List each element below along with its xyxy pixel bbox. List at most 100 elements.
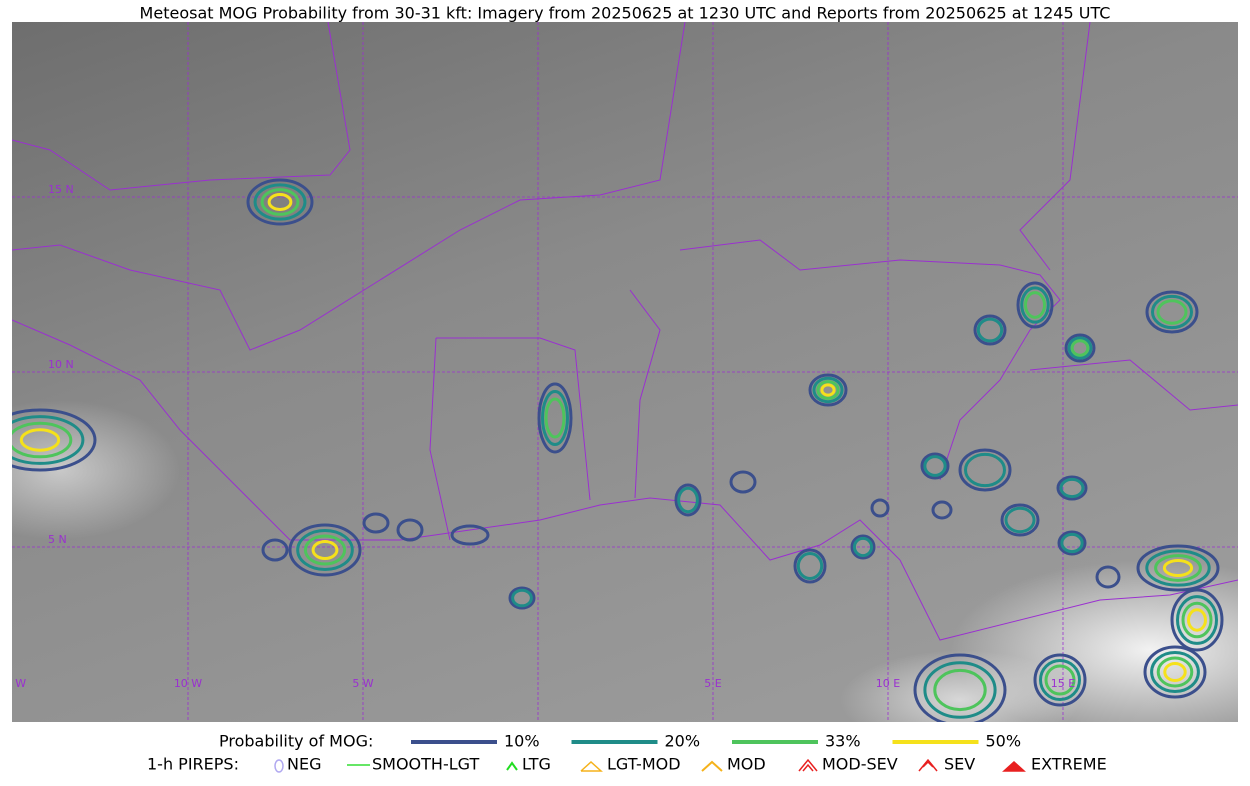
mog-contour xyxy=(1187,608,1207,632)
mog-contour xyxy=(246,178,314,226)
mog-contour xyxy=(1154,554,1202,582)
mog-contour xyxy=(1136,544,1220,592)
icon-sev xyxy=(922,760,934,768)
mog-contour xyxy=(1064,333,1096,363)
mog-contour xyxy=(12,408,97,472)
mog-contour xyxy=(544,397,566,439)
lon-label: 10 E xyxy=(876,677,900,690)
pirep-icons xyxy=(274,758,1026,773)
mog-contour xyxy=(288,523,362,577)
mog-contour xyxy=(537,382,573,454)
map: 15 N 10 N 5 N 15 W 10 W 5 W 5 E 10 E 15 … xyxy=(0,22,1238,722)
pireps-title: 1-h PIREPS: xyxy=(147,755,239,774)
graticule xyxy=(12,22,1238,722)
mog-contour xyxy=(793,548,827,584)
mog-contour xyxy=(1143,645,1207,699)
mog-contour xyxy=(1170,588,1224,652)
mog-contour xyxy=(976,317,1004,343)
legend-label: 50% xyxy=(986,732,1022,751)
mog-contour xyxy=(1023,291,1047,319)
mog-contour xyxy=(12,421,73,459)
icon-lgt-mod xyxy=(580,760,603,772)
pirep-label: EXTREME xyxy=(1031,755,1107,774)
mog-contour xyxy=(19,428,61,452)
icon-ltg xyxy=(506,761,518,771)
pirep-label: MOD-SEV xyxy=(822,755,898,774)
mog-contour xyxy=(511,588,533,608)
mog-contour xyxy=(852,536,874,558)
lon-label: 15 W xyxy=(0,677,26,690)
icon-mod-sev xyxy=(798,758,818,772)
mog-contour xyxy=(1020,286,1050,324)
lat-label: 10 N xyxy=(48,358,74,371)
mog-contour xyxy=(1151,294,1193,330)
mog-contour xyxy=(973,314,1007,346)
mog-contour xyxy=(820,383,836,397)
pirep-label: SMOOTH-LGT xyxy=(372,755,479,774)
mog-contour xyxy=(362,512,390,534)
mog-contour xyxy=(1070,339,1090,357)
mog-contour xyxy=(920,452,950,480)
cloud xyxy=(840,650,1080,722)
pirep-label: LGT-MOD xyxy=(607,755,681,774)
icon-mod-sev xyxy=(802,763,814,772)
mog-contour xyxy=(1150,651,1200,693)
mog-contour xyxy=(1176,595,1218,645)
mog-contour xyxy=(816,380,840,400)
mog-contour xyxy=(1056,475,1088,501)
icon-neg xyxy=(274,759,284,773)
legend-title: Probability of MOG: xyxy=(219,732,373,751)
lon-label: 15 E xyxy=(1051,677,1075,690)
mog-contour xyxy=(808,373,848,407)
mog-contour xyxy=(1145,549,1211,587)
mog-contour xyxy=(1059,477,1085,499)
pirep-label: NEG xyxy=(287,755,321,774)
pirep-label: MOD xyxy=(727,755,766,774)
mog-contour xyxy=(796,552,824,580)
mog-contour xyxy=(933,668,987,712)
mog-contour xyxy=(913,653,1007,722)
mog-contour xyxy=(12,415,85,465)
mog-contour xyxy=(1004,506,1036,534)
pirep-label: SEV xyxy=(944,755,975,774)
pirep-label: LTG xyxy=(522,755,551,774)
mog-contour xyxy=(1016,281,1054,329)
mog-contour xyxy=(311,540,339,560)
mog-contour xyxy=(964,452,1006,488)
lon-label: 5 E xyxy=(704,677,721,690)
mog-contour xyxy=(508,586,536,610)
legend-label: 10% xyxy=(504,732,540,751)
legend-label: 33% xyxy=(825,732,861,751)
icon-sev xyxy=(918,758,938,772)
mog-contour xyxy=(261,538,289,562)
title: Meteosat MOG Probability from 30-31 kft:… xyxy=(140,4,1111,23)
mog-contour xyxy=(303,534,347,566)
mog-contour xyxy=(1039,659,1081,701)
mog-contour xyxy=(850,534,876,560)
mog-contour xyxy=(450,524,490,546)
mog-contour xyxy=(267,193,293,211)
borders xyxy=(12,22,1238,641)
mog-contour xyxy=(729,470,757,494)
mog-contour xyxy=(1156,299,1188,325)
mog-contour xyxy=(1057,530,1087,556)
lat-label: 15 N xyxy=(48,183,74,196)
mog-contour xyxy=(812,376,844,404)
mog-contour xyxy=(1033,653,1087,707)
mog-contour xyxy=(958,448,1012,492)
mog-contour xyxy=(1162,559,1194,577)
mog-contour xyxy=(1181,601,1213,639)
mog-contour xyxy=(923,661,997,719)
mog-contour xyxy=(1000,503,1040,537)
mog-contour xyxy=(1095,565,1121,589)
mog-contour xyxy=(1145,290,1199,334)
mog-contour xyxy=(1067,336,1093,360)
mog-contour xyxy=(1044,664,1076,696)
legend-label: 20% xyxy=(665,732,701,751)
icon-extreme xyxy=(1002,760,1026,772)
mog-contour xyxy=(396,518,424,542)
mog-contour xyxy=(870,498,890,518)
mog-contour xyxy=(1156,656,1194,688)
mog-contour xyxy=(677,486,699,514)
